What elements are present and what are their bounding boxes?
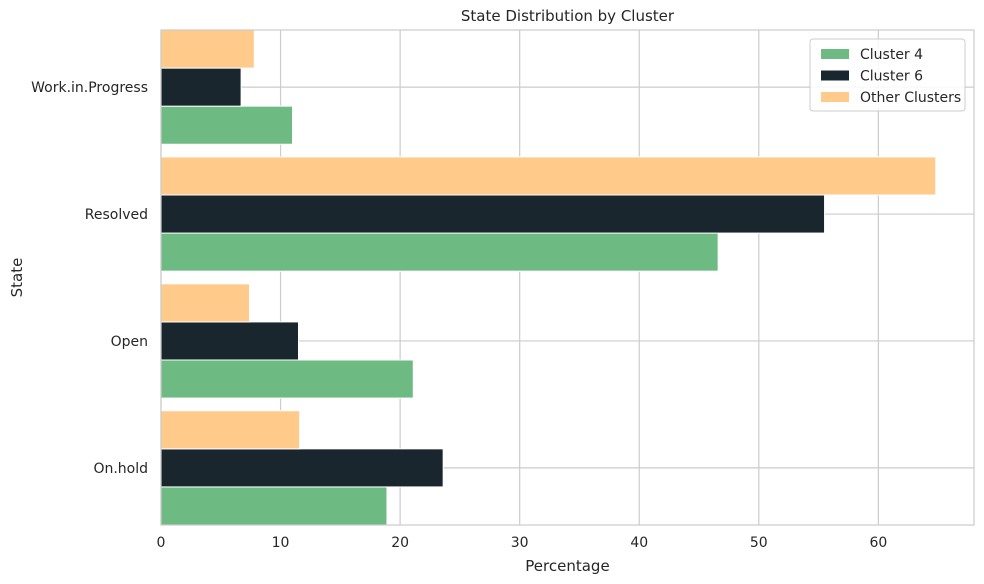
x-tick-label: 50 [750,535,768,551]
legend: Cluster 4 Cluster 6 Other Clusters [809,38,966,112]
legend-label: Cluster 4 [860,47,923,63]
bar [160,448,444,488]
x-tick-label: 10 [272,535,290,551]
y-tick-label: Work.in.Progress [31,80,148,96]
plot-frame [160,29,975,526]
y-tick-label: Open [111,334,148,350]
bar [160,410,301,450]
chart-title: State Distribution by Cluster [461,7,675,25]
y-axis-ticks: On.hold Open Resolved Work.in.Progress [31,80,148,477]
y-tick-label: On.hold [93,461,148,477]
legend-label: Other Clusters [860,90,961,106]
x-tick-label: 20 [391,535,409,551]
x-tick-label: 40 [630,535,648,551]
bar [160,194,826,234]
x-tick-label: 60 [869,535,887,551]
legend-swatch [821,70,849,81]
bar [160,67,242,107]
legend-swatch [821,49,849,59]
bar [160,29,255,69]
y-tick-label: Resolved [85,207,148,223]
y-axis-title: State [8,258,26,298]
bar [160,486,388,526]
bar [160,232,719,272]
x-tick-label: 0 [157,535,166,551]
x-axis-title: Percentage [525,557,609,575]
bar [160,321,299,361]
legend-label: Cluster 6 [860,69,923,85]
x-tick-label: 30 [511,535,529,551]
bar [160,283,250,323]
bar [160,156,937,196]
x-axis-ticks: 0 10 20 30 40 50 60 [157,535,888,551]
legend-swatch [821,92,849,102]
bar [160,359,414,399]
bar [160,105,294,145]
